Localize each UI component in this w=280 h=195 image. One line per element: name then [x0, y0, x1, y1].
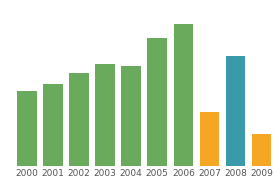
Bar — [69, 73, 89, 166]
Bar — [252, 134, 271, 166]
Bar — [174, 24, 193, 166]
Bar — [148, 38, 167, 166]
Bar — [43, 84, 63, 166]
Bar — [200, 113, 219, 166]
Bar — [122, 66, 141, 166]
Bar — [226, 56, 245, 166]
Bar — [95, 65, 115, 166]
Bar — [17, 91, 37, 166]
